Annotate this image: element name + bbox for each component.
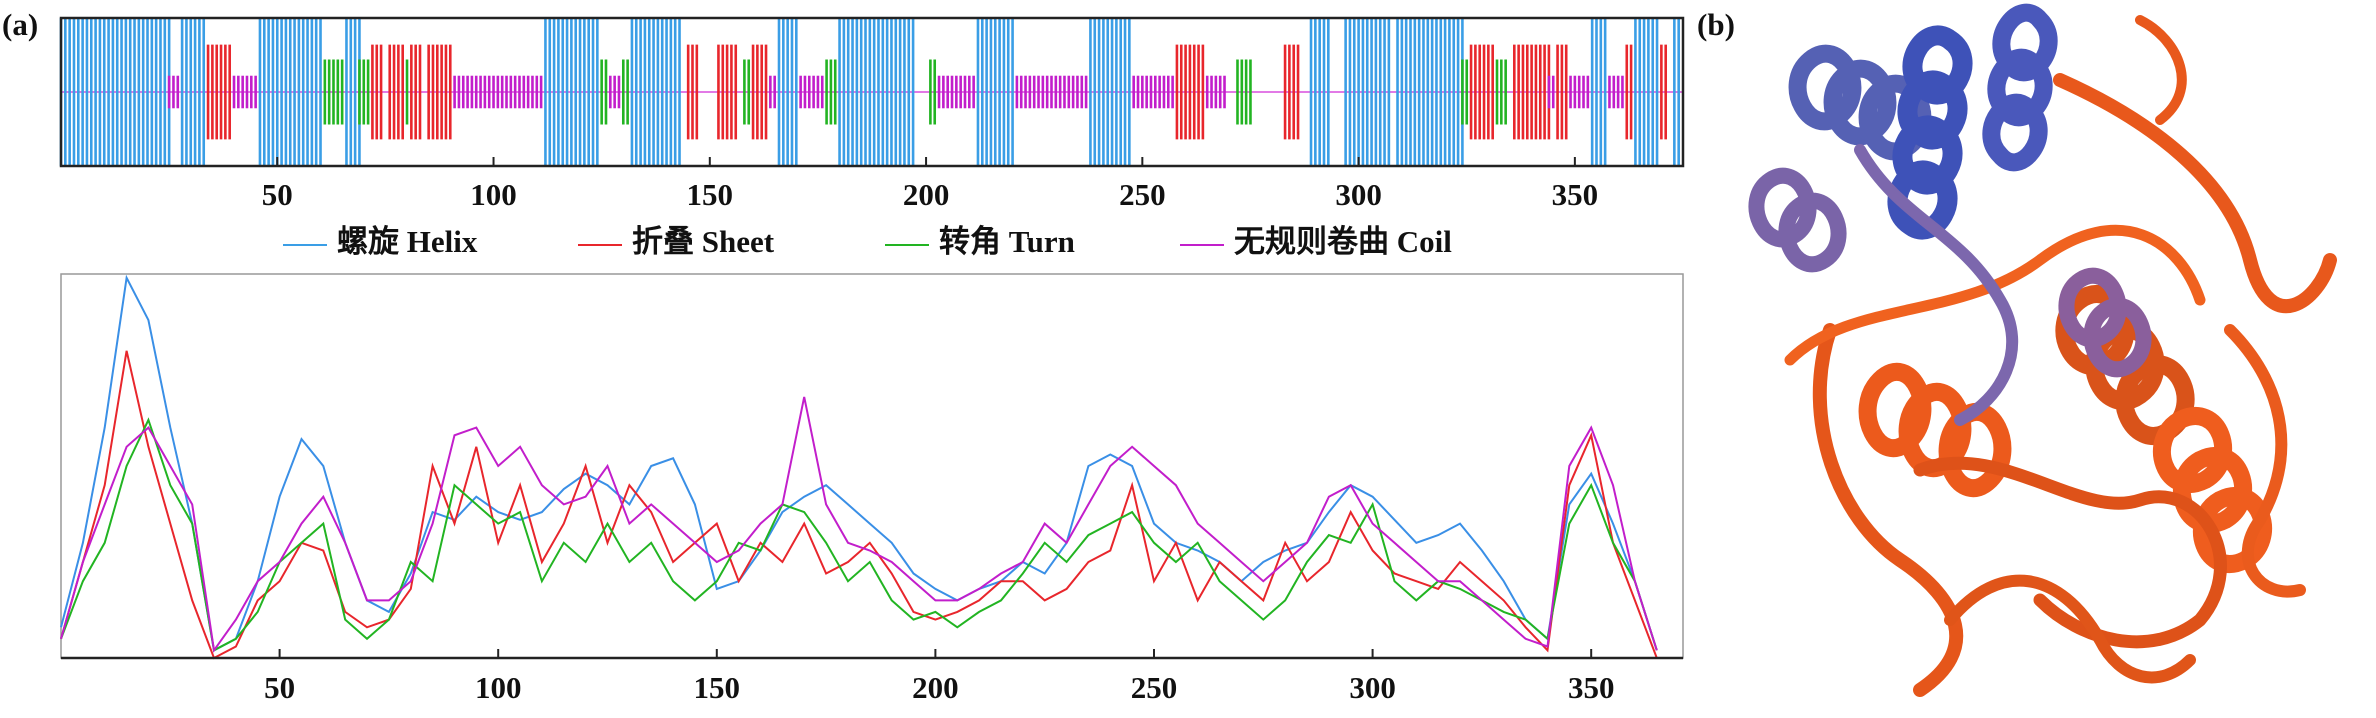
series-line (60, 417, 1658, 652)
x-tick-label: 300 (1349, 670, 1396, 705)
structure-segment (1132, 75, 1174, 109)
structure-segment (1469, 44, 1494, 140)
structure-segment (907, 18, 915, 166)
structure-segment (825, 59, 837, 125)
structure-segment (937, 75, 975, 109)
structure-segment (59, 18, 171, 166)
structure-segment (609, 75, 621, 109)
x-tick-label: 50 (264, 670, 295, 705)
structure-segment (769, 75, 776, 109)
structure-segment (929, 59, 937, 125)
structure-segment (777, 18, 798, 166)
series-line (60, 350, 1658, 660)
structure-segment (686, 44, 699, 140)
legend-label: 螺旋 Helix (337, 224, 478, 259)
structure-segment (976, 18, 1014, 166)
structure-segment (358, 59, 370, 125)
protein-structure (1748, 3, 2337, 697)
structure-segment (1344, 18, 1391, 166)
structure-segment (1569, 75, 1590, 109)
series-line (60, 396, 1658, 653)
structure-segment (1590, 18, 1607, 166)
x-tick-label: 150 (694, 670, 741, 705)
structure-segment (167, 75, 180, 109)
x-tick-label: 150 (687, 177, 734, 212)
structure-segment (410, 44, 422, 140)
structure-segment (388, 44, 405, 140)
structure-segment (1015, 75, 1088, 109)
x-tick-label: 300 (1335, 177, 1382, 212)
structure-segment (453, 75, 543, 109)
structure-segment (1461, 59, 1469, 125)
structure-segment (799, 75, 824, 109)
plot-frame (60, 273, 1684, 659)
structure-segment (1396, 18, 1464, 166)
structure-segment (544, 18, 599, 166)
structure-segment (1625, 44, 1633, 140)
x-tick-label: 100 (470, 177, 517, 212)
track-frame (59, 16, 1685, 168)
structure-segment (1634, 18, 1659, 166)
legend-label: 折叠 Sheet (632, 224, 775, 259)
structure-segment (838, 18, 906, 166)
structure-segment (743, 59, 751, 125)
panel-label: (b) (1697, 7, 1735, 42)
structure-segment (1236, 59, 1252, 125)
structure-segment (371, 44, 383, 140)
structure-segment (751, 44, 768, 140)
x-tick-label: 350 (1568, 670, 1615, 705)
x-tick-label: 50 (262, 177, 293, 212)
structure-segment (258, 18, 322, 166)
x-tick-label: 200 (903, 177, 950, 212)
structure-segment (1556, 44, 1568, 140)
structure-segment (717, 44, 738, 140)
structure-segment (1673, 18, 1680, 166)
structure-segment (1547, 75, 1555, 109)
panel-label: (a) (2, 7, 38, 42)
structure-segment (1205, 75, 1226, 109)
structure-segment (232, 75, 257, 109)
structure-segment (1660, 44, 1667, 140)
x-tick-label: 250 (1131, 670, 1178, 705)
structure-segment (1283, 44, 1300, 140)
structure-segment (1175, 44, 1205, 140)
legend-label: 转角 Turn (939, 224, 1075, 259)
x-tick-label: 100 (475, 670, 522, 705)
structure-segment (323, 59, 344, 125)
structure-segment (180, 18, 206, 166)
legend-label: 无规则卷曲 Coil (1234, 224, 1452, 259)
structure-segment (621, 59, 629, 125)
x-tick-label: 250 (1119, 177, 1166, 212)
structure-segment (630, 18, 677, 166)
structure-segment (1513, 44, 1551, 140)
structure-segment (1089, 18, 1131, 166)
series-line (60, 274, 1658, 652)
x-tick-label: 350 (1552, 177, 1599, 212)
structure-segment (1495, 59, 1507, 125)
structure-segment (206, 44, 231, 140)
structure-segment (427, 44, 452, 140)
structure-segment (600, 59, 608, 125)
structure-segment (1309, 18, 1330, 166)
structure-segment (1608, 75, 1624, 109)
x-tick-label: 200 (912, 670, 959, 705)
